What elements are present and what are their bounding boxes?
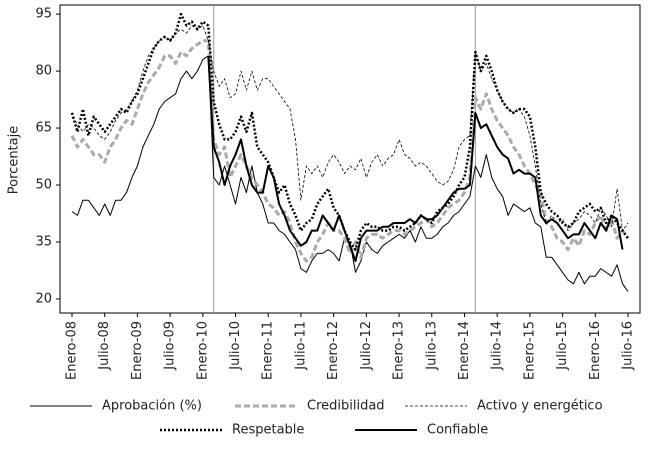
x-tick-label: Julio-15 bbox=[555, 321, 570, 371]
legend-label: Confiable bbox=[427, 423, 488, 438]
legend-label: Aprobación (%) bbox=[102, 399, 202, 414]
x-tick-label: Enero-09 bbox=[130, 321, 145, 380]
x-tick-label: Enero-14 bbox=[457, 321, 472, 380]
series-line bbox=[70, 39, 630, 263]
series-line bbox=[70, 12, 630, 251]
x-tick-label: Enero-12 bbox=[326, 321, 341, 380]
x-tick-label: Enero-15 bbox=[522, 321, 537, 380]
legend-label: Credibilidad bbox=[307, 399, 385, 414]
y-tick-label: 95 bbox=[35, 7, 52, 22]
y-tick-label: 65 bbox=[35, 121, 52, 136]
x-tick-label: Julio-10 bbox=[228, 321, 243, 371]
series-line bbox=[207, 55, 624, 262]
series-line bbox=[71, 25, 629, 231]
plot-frame bbox=[59, 4, 641, 314]
legend-label: Activo y energético bbox=[477, 399, 603, 414]
x-tick-label: Julio-14 bbox=[490, 321, 505, 371]
y-tick-label: 35 bbox=[35, 234, 52, 249]
x-tick-label: Enero-13 bbox=[392, 321, 407, 380]
x-tick-label: Enero-16 bbox=[588, 321, 603, 380]
series-line bbox=[71, 55, 629, 292]
y-axis-label: Porcentaje bbox=[7, 126, 22, 194]
x-tick-label: Julio-12 bbox=[359, 321, 374, 371]
x-tick-label: Julio-16 bbox=[621, 321, 636, 371]
x-tick-label: Julio-09 bbox=[163, 321, 178, 371]
legend-label: Respetable bbox=[232, 423, 304, 438]
y-tick-label: 20 bbox=[35, 291, 52, 306]
x-tick-label: Julio-13 bbox=[424, 321, 439, 371]
x-tick-label: Enero-11 bbox=[261, 321, 276, 380]
x-tick-label: Julio-08 bbox=[97, 321, 112, 371]
y-tick-label: 80 bbox=[35, 64, 52, 79]
y-tick-label: 50 bbox=[35, 178, 52, 193]
x-tick-label: Julio-11 bbox=[293, 321, 308, 371]
x-tick-label: Enero-08 bbox=[65, 321, 80, 380]
x-tick-label: Enero-10 bbox=[195, 321, 210, 380]
